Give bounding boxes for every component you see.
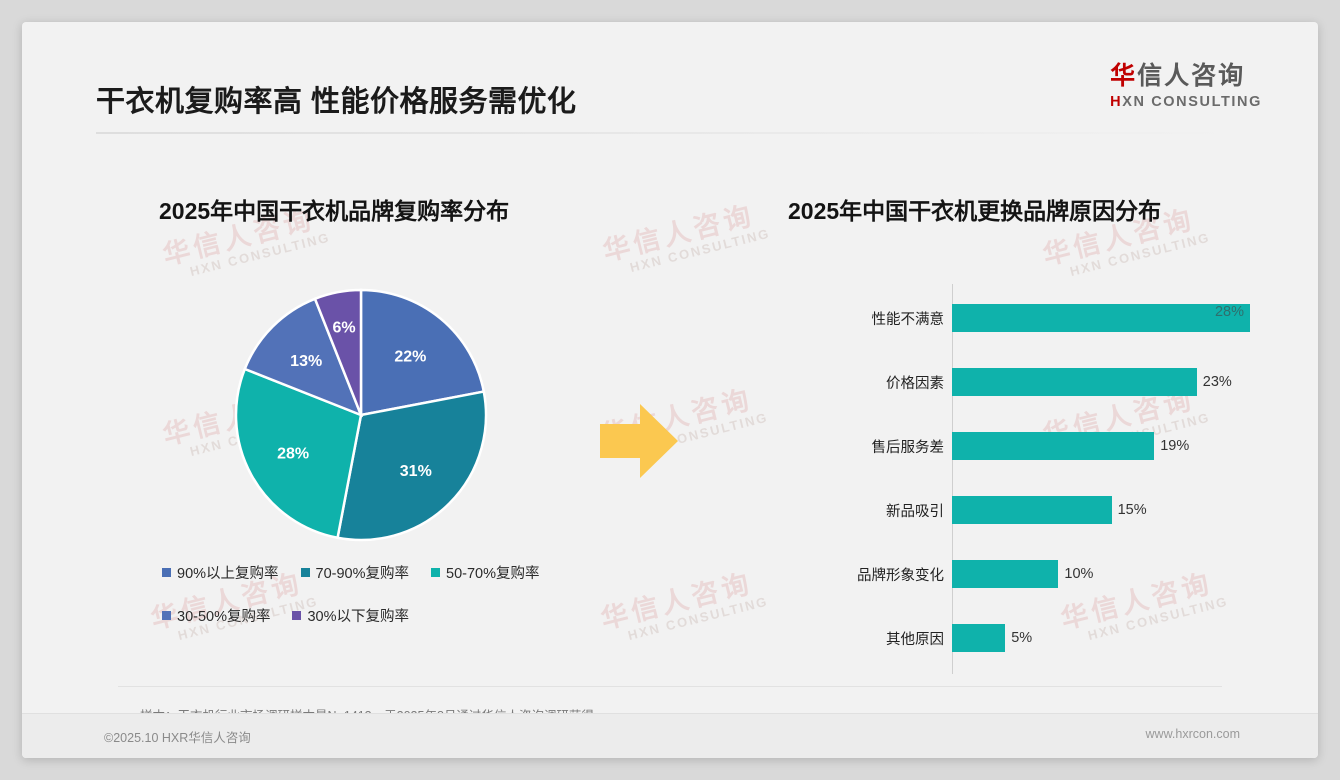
pie-slice[interactable] bbox=[234, 367, 363, 540]
watermark-en: HXN CONSULTING bbox=[628, 225, 772, 276]
pie-chart-svg: 22% 31% 28% 13% 6% bbox=[234, 288, 488, 542]
pie-slice-label: 31% bbox=[400, 463, 432, 480]
bar-fill[interactable] bbox=[952, 624, 1006, 652]
bar-fill[interactable] bbox=[952, 560, 1059, 588]
company-logo: 华信人咨询 HXN CONSULTING bbox=[1110, 64, 1262, 110]
bar-row[interactable]: 性能不满意 28% bbox=[812, 304, 1250, 332]
arrow-right-icon bbox=[600, 404, 678, 478]
legend-label: 30%以下复购率 bbox=[307, 609, 410, 625]
bar-row[interactable]: 品牌形象变化 10% bbox=[812, 560, 1093, 588]
bar-track: 5% bbox=[952, 624, 1032, 652]
bar-value-label: 5% bbox=[1011, 630, 1033, 646]
bar-value-label: 15% bbox=[1117, 502, 1147, 518]
bar-category-label: 其他原因 bbox=[886, 631, 944, 648]
legend-label: 90%以上复购率 bbox=[177, 566, 279, 582]
legend-item-3[interactable]: 30-50%复购率 bbox=[162, 605, 270, 626]
bar-value-label: 10% bbox=[1064, 566, 1094, 582]
slide-canvas: 华信人咨询 HXN CONSULTING 华信人咨询 HXN CONSULTIN… bbox=[22, 22, 1318, 758]
legend-item-4[interactable]: 30%以下复购率 bbox=[292, 605, 409, 626]
logo-english-accent: H bbox=[1110, 94, 1123, 110]
watermark-cn: 华信人咨询 bbox=[597, 568, 756, 635]
bar-fill[interactable] bbox=[952, 432, 1155, 460]
bar-track: 15% bbox=[952, 496, 1147, 524]
logo-english-rest: XN CONSULTING bbox=[1122, 94, 1262, 110]
watermark-cn: 华信人咨询 bbox=[599, 200, 758, 267]
bar-category-label: 新品吸引 bbox=[886, 503, 944, 520]
pie-slice-label: 13% bbox=[290, 353, 322, 370]
bar-value-label: 28% bbox=[1214, 304, 1244, 320]
footnote-divider bbox=[118, 686, 1222, 687]
watermark-en: HXN CONSULTING bbox=[626, 593, 770, 644]
bar-row[interactable]: 售后服务差 19% bbox=[812, 432, 1189, 460]
bar-row[interactable]: 其他原因 5% bbox=[812, 624, 1032, 652]
header-divider bbox=[96, 132, 1246, 134]
bar-track: 23% bbox=[952, 368, 1232, 396]
website-url[interactable]: www.hxrcon.com bbox=[1145, 727, 1240, 741]
watermark-en: HXN CONSULTING bbox=[1068, 229, 1212, 280]
legend-row: 90%以上复购率 70-90%复购率 50-70%复购率 bbox=[162, 562, 582, 583]
slide-header: 干衣机复购率高 性能价格服务需优化 华信人咨询 HXN CONSULTING bbox=[22, 22, 1318, 134]
bar-fill[interactable] bbox=[952, 368, 1197, 396]
flow-arrow-icon bbox=[600, 404, 680, 483]
bar-category-label: 价格因素 bbox=[886, 375, 944, 392]
legend-label: 30-50%复购率 bbox=[177, 609, 271, 625]
pie-slice-label: 22% bbox=[394, 348, 426, 365]
legend-item-2[interactable]: 50-70%复购率 bbox=[431, 562, 540, 583]
bar-category-label: 品牌形象变化 bbox=[857, 567, 944, 584]
bar-fill[interactable] bbox=[952, 496, 1112, 524]
legend-label: 50-70%复购率 bbox=[446, 566, 540, 582]
bar-track: 10% bbox=[952, 560, 1093, 588]
bar-category-label: 售后服务差 bbox=[871, 439, 945, 456]
bar-fill[interactable]: 28% bbox=[952, 304, 1250, 332]
logo-chinese: 华信人咨询 bbox=[1110, 64, 1262, 89]
pie-chart: 22% 31% 28% 13% 6% bbox=[227, 287, 495, 542]
bar-chart: 性能不满意 28% 价格因素 23% 售后服务差 19% 新品吸引 15% 品牌形象变化 10% 其… bbox=[812, 284, 1282, 676]
pie-slice-label: 28% bbox=[277, 445, 309, 462]
slide-footer: ©2025.10 HXR华信人咨询 www.hxrcon.com bbox=[22, 713, 1318, 758]
page-title: 干衣机复购率高 性能价格服务需优化 bbox=[96, 86, 577, 118]
pie-slice[interactable] bbox=[243, 297, 364, 418]
bar-value-label: 23% bbox=[1202, 374, 1232, 390]
legend-item-1[interactable]: 70-90%复购率 bbox=[300, 562, 410, 583]
pie-chart-title: 2025年中国干衣机品牌复购率分布 bbox=[159, 198, 510, 224]
bar-value-label: 19% bbox=[1160, 438, 1190, 454]
bar-chart-title: 2025年中国干衣机更换品牌原因分布 bbox=[788, 198, 1162, 224]
watermark: 华信人咨询 HXN CONSULTING bbox=[596, 559, 770, 649]
legend-swatch-icon bbox=[162, 568, 171, 577]
legend-item-0[interactable]: 90%以上复购率 bbox=[162, 562, 279, 583]
legend-label: 70-90%复购率 bbox=[315, 566, 410, 582]
bar-row[interactable]: 新品吸引 15% bbox=[812, 496, 1147, 524]
logo-chinese-accent: 华 bbox=[1110, 62, 1138, 90]
legend-swatch-icon bbox=[162, 611, 171, 620]
logo-english: HXN CONSULTING bbox=[1110, 95, 1262, 110]
pie-slice[interactable] bbox=[359, 288, 486, 417]
legend-swatch-icon bbox=[292, 611, 302, 620]
bar-chart-axis bbox=[952, 284, 953, 674]
pie-slice[interactable] bbox=[336, 390, 488, 542]
bar-track: 19% bbox=[952, 432, 1189, 460]
legend-swatch-icon bbox=[300, 568, 310, 577]
bar-track: 28% bbox=[952, 304, 1250, 332]
pie-slice[interactable] bbox=[313, 288, 363, 416]
logo-chinese-rest: 信人咨询 bbox=[1137, 62, 1246, 90]
watermark: 华信人咨询 HXN CONSULTING bbox=[598, 191, 772, 281]
watermark-en: HXN CONSULTING bbox=[188, 229, 332, 280]
legend-row: 30-50%复购率 30%以下复购率 bbox=[162, 605, 582, 626]
copyright-text: ©2025.10 HXR华信人咨询 bbox=[104, 731, 251, 745]
bar-row[interactable]: 价格因素 23% bbox=[812, 368, 1232, 396]
pie-slice-label: 6% bbox=[333, 320, 356, 337]
legend-swatch-icon bbox=[431, 568, 441, 577]
pie-legend: 90%以上复购率 70-90%复购率 50-70%复购率 30-50%复购率 3… bbox=[162, 562, 582, 648]
bar-category-label: 性能不满意 bbox=[871, 311, 945, 328]
